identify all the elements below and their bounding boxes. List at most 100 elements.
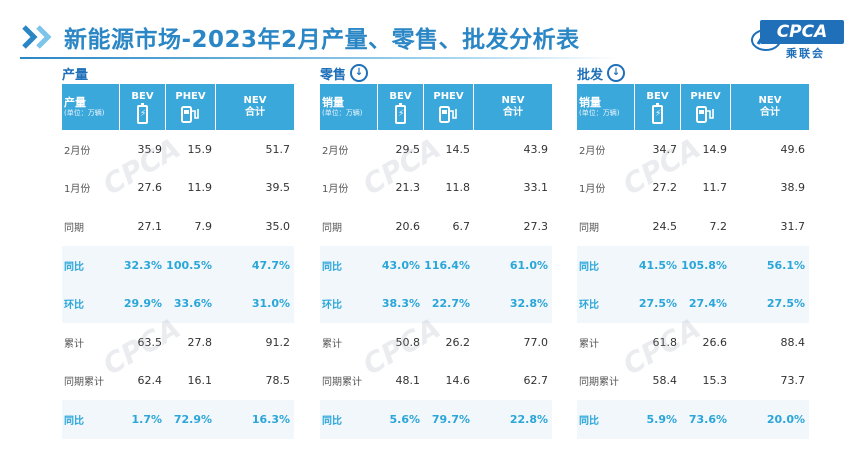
header-phev-cell: PHEV [166, 84, 216, 130]
cell-phev: 14.6 [445, 374, 471, 388]
row-label: 同比 [322, 261, 342, 273]
table-row: 环比 29.9% 33.6% 31.0% [62, 284, 294, 323]
cell-nev: 33.1 [523, 181, 549, 195]
cell-nev: 20.0% [766, 412, 805, 426]
row-label: 2月份 [579, 145, 606, 157]
battery-icon: ⚡ [395, 102, 406, 124]
cell-phev: 15.3 [702, 374, 728, 388]
table-row: 1月份 21.3 11.8 33.1 [320, 169, 552, 208]
row-label: 累计 [322, 338, 342, 350]
table-row: 累计 50.8 26.2 77.0 [320, 323, 552, 362]
panel-title-text: 零售 [320, 67, 347, 83]
cell-phev: 14.5 [445, 142, 471, 156]
cell-phev: 33.6% [173, 297, 212, 311]
header-label: 产量 [64, 96, 86, 109]
cell-nev: 47.7% [251, 258, 290, 272]
row-label: 2月份 [322, 145, 349, 157]
cell-bev: 5.9% [646, 412, 677, 426]
row-label: 1月份 [64, 184, 91, 196]
cell-bev: 50.8 [395, 335, 421, 349]
table-row: 环比 38.3% 22.7% 32.8% [320, 284, 552, 323]
table-row: 环比 27.5% 27.4% 27.5% [577, 284, 809, 323]
header-nev-sub: 合计 [245, 107, 265, 118]
header-nev: NEV [758, 95, 782, 106]
cell-nev: 31.7 [780, 219, 806, 233]
title-underline [20, 57, 620, 59]
cell-nev: 27.3 [523, 219, 549, 233]
cell-nev: 31.0% [251, 297, 290, 311]
header-label-cell: 产量 (单位：万辆) [62, 84, 120, 130]
cell-phev: 100.5% [166, 258, 212, 272]
table-row: 2月份 35.9 15.9 51.7 [62, 130, 294, 169]
header-label-cell: 销量 (单位：万辆) [577, 84, 635, 130]
cell-phev: 73.6% [688, 412, 727, 426]
cell-phev: 7.2 [709, 219, 728, 233]
cell-phev: 79.7% [431, 412, 470, 426]
table-row: 1月份 27.2 11.7 38.9 [577, 169, 809, 208]
cell-nev: 62.7 [523, 374, 549, 388]
table-header: 销量 (单位：万辆) BEV ⚡ PHEV NEV 合计 [320, 84, 552, 130]
cell-phev: 116.4% [424, 258, 470, 272]
header-bev: BEV [389, 90, 412, 102]
panel-production: 产量 产量 (单位：万辆) BEV ⚡ PHEV NEV 合计 2月份 35.9 1… [62, 62, 294, 439]
cell-nev: 49.6 [780, 142, 806, 156]
table-body: 2月份 29.5 14.5 43.9 1月份 21.3 11.8 33.1 同期 20.6 6.7 2… [320, 130, 552, 439]
cell-nev: 51.7 [265, 142, 291, 156]
cell-bev: 38.3% [381, 297, 420, 311]
cell-nev: 39.5 [265, 181, 291, 195]
cell-bev: 32.3% [123, 258, 162, 272]
table-row: 2月份 34.7 14.9 49.6 [577, 130, 809, 169]
row-label: 2月份 [64, 145, 91, 157]
header-phev: PHEV [175, 90, 206, 102]
header-nev-cell: NEV 合计 [731, 84, 809, 130]
header-label: 销量 [579, 96, 601, 109]
cell-phev: 11.8 [445, 181, 471, 195]
cell-phev: 15.9 [187, 142, 213, 156]
cell-nev: 61.0% [509, 258, 548, 272]
cell-bev: 29.9% [123, 297, 162, 311]
table-row: 2月份 29.5 14.5 43.9 [320, 130, 552, 169]
row-label: 同比 [64, 415, 84, 427]
header-label: 销量 [322, 96, 344, 109]
battery-icon: ⚡ [137, 102, 148, 124]
cell-bev: 62.4 [137, 374, 163, 388]
cell-phev: 22.7% [431, 297, 470, 311]
cell-bev: 5.6% [389, 412, 420, 426]
table-row: 同比 32.3% 100.5% 47.7% [62, 245, 294, 285]
cell-bev: 41.5% [638, 258, 677, 272]
header-unit: (单位：万辆) [64, 109, 105, 117]
header-bev: BEV [131, 90, 154, 102]
cell-bev: 27.1 [137, 219, 163, 233]
header-phev: PHEV [690, 90, 721, 102]
cell-nev: 35.0 [265, 219, 291, 233]
table-row: 1月份 27.6 11.9 39.5 [62, 169, 294, 208]
table-row: 同比 43.0% 116.4% 61.0% [320, 245, 552, 285]
cell-phev: 27.8 [187, 335, 213, 349]
panel-title: 批发 ↓ [577, 62, 809, 84]
table-row: 累计 61.8 26.6 88.4 [577, 323, 809, 362]
cell-bev: 20.6 [395, 219, 421, 233]
row-label: 同比 [579, 415, 599, 427]
cell-phev: 105.8% [681, 258, 727, 272]
cpca-logo: CPCA 乘联会 [750, 18, 844, 60]
plug-in-hybrid-icon [695, 105, 714, 123]
cell-phev: 16.1 [187, 374, 213, 388]
cell-bev: 21.3 [395, 181, 421, 195]
plug-in-hybrid-icon [180, 105, 199, 123]
table-row: 同比 5.6% 79.7% 22.8% [320, 400, 552, 439]
panel-title-text: 产量 [62, 67, 89, 83]
cell-bev: 43.0% [381, 258, 420, 272]
table-header: 产量 (单位：万辆) BEV ⚡ PHEV NEV 合计 [62, 84, 294, 130]
row-label: 同比 [579, 261, 599, 273]
row-label: 1月份 [322, 184, 349, 196]
cell-phev: 27.4% [688, 297, 727, 311]
row-label: 同期累计 [64, 377, 104, 389]
plug-in-hybrid-icon [438, 105, 457, 123]
cell-nev: 27.5% [766, 297, 805, 311]
panel-title-text: 批发 [577, 67, 604, 83]
arrow-down-circle-icon: ↓ [350, 64, 369, 82]
row-label: 同期累计 [579, 377, 619, 389]
cell-bev: 34.7 [652, 142, 678, 156]
table-row: 同比 1.7% 72.9% 16.3% [62, 400, 294, 439]
cell-bev: 61.8 [652, 335, 678, 349]
